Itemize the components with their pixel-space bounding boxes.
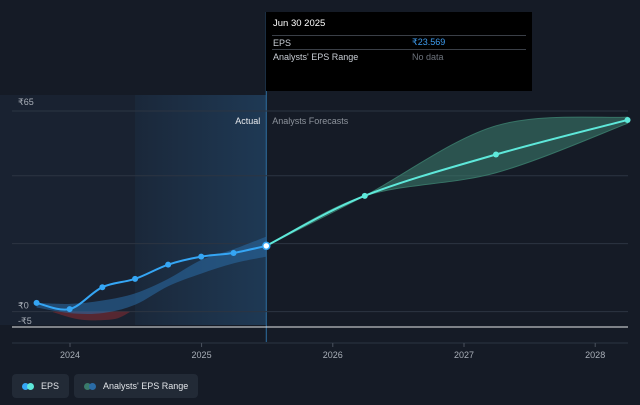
legend-range-label: Analysts' EPS Range bbox=[103, 381, 189, 391]
actual-region-label: Actual bbox=[235, 116, 260, 126]
x-tick-label: 2024 bbox=[60, 350, 80, 360]
x-tick-label: 2027 bbox=[454, 350, 474, 360]
tooltip-date: Jun 30 2025 bbox=[273, 18, 326, 29]
series-0-point bbox=[132, 275, 139, 282]
x-tick-label: 2028 bbox=[585, 350, 605, 360]
series-line-1 bbox=[265, 118, 629, 247]
band-past-estimate-range bbox=[36, 236, 267, 314]
tooltip-eps-key: EPS bbox=[273, 37, 292, 48]
y-tick-label: -₹5 bbox=[18, 316, 32, 326]
forecast-region-label: Analysts Forecasts bbox=[272, 116, 349, 126]
tooltip-eps-value: ₹23.569 bbox=[412, 37, 446, 47]
legend-eps-toggle[interactable]: EPS bbox=[12, 374, 70, 398]
y-tick-label: ₹65 bbox=[18, 97, 34, 107]
tooltip-panel: Jun 30 2025 EPS ₹23.569 Analysts' EPS Ra… bbox=[266, 12, 532, 91]
series-1-point bbox=[624, 116, 631, 123]
legend-eps-label: EPS bbox=[41, 381, 60, 391]
tooltip-row-eps: EPS ₹23.569 bbox=[272, 35, 526, 49]
tooltip-row-range: Analysts' EPS Range No data bbox=[272, 49, 526, 63]
series-0-point bbox=[99, 284, 106, 291]
eps-swatch-icon bbox=[22, 382, 35, 390]
tooltip-range-value: No data bbox=[412, 51, 444, 62]
series-0-point bbox=[230, 249, 237, 256]
tooltip-range-key: Analysts' EPS Range bbox=[273, 51, 359, 62]
series-1-point bbox=[361, 192, 368, 199]
y-tick-label: ₹0 bbox=[18, 301, 29, 311]
series-1-point bbox=[492, 151, 499, 158]
range-swatch-icon bbox=[84, 382, 97, 390]
series-0-point bbox=[165, 261, 172, 268]
series-0-point bbox=[66, 306, 73, 313]
band-analysts-eps-range bbox=[266, 116, 629, 247]
chart-legend: EPS Analysts' EPS Range bbox=[12, 374, 199, 398]
series-0-point bbox=[262, 241, 271, 251]
legend-range-toggle[interactable]: Analysts' EPS Range bbox=[74, 374, 199, 398]
x-tick-label: 2025 bbox=[192, 350, 212, 360]
series-0-point bbox=[198, 253, 205, 260]
x-tick-label: 2026 bbox=[323, 350, 343, 360]
band-past-negative-zone bbox=[53, 311, 130, 321]
series-0-point bbox=[33, 299, 40, 306]
